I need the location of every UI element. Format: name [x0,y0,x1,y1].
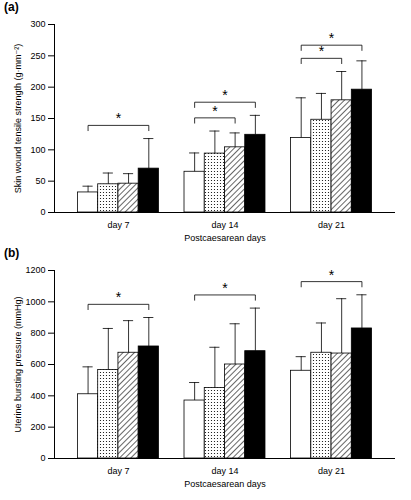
svg-text:100: 100 [30,145,45,155]
svg-text:Postcaesarean days: Postcaesarean days [184,233,266,243]
svg-text:*: * [329,30,335,46]
svg-text:day 21: day 21 [318,466,345,476]
svg-text:0: 0 [40,453,45,463]
svg-text:day 7: day 7 [107,220,129,230]
svg-text:day 14: day 14 [211,466,238,476]
svg-text:Skin wound tensile strength (g: Skin wound tensile strength (g·mm⁻²) [13,44,23,193]
svg-text:1200: 1200 [25,265,45,275]
svg-text:800: 800 [30,328,45,338]
svg-text:day 14: day 14 [211,220,238,230]
svg-text:Uterine bursting pressure (mmH: Uterine bursting pressure (mmHg) [13,296,23,432]
svg-text:day 7: day 7 [107,466,129,476]
svg-text:*: * [222,87,228,103]
svg-text:Postcaesarean days: Postcaesarean days [184,479,266,489]
svg-text:*: * [212,103,218,119]
svg-text:400: 400 [30,391,45,401]
svg-text:50: 50 [35,176,45,186]
svg-text:200: 200 [30,82,45,92]
svg-text:150: 150 [30,113,45,123]
svg-text:600: 600 [30,359,45,369]
svg-text:*: * [222,280,228,296]
svg-text:day 21: day 21 [318,220,345,230]
svg-text:1000: 1000 [25,297,45,307]
svg-text:*: * [116,289,122,305]
html-text:(a): (a) [4,0,19,14]
svg-text:*: * [116,110,122,126]
svg-text:300: 300 [30,19,45,29]
svg-text:*: * [319,43,325,59]
svg-text:200: 200 [30,422,45,432]
svg-text:0: 0 [40,207,45,217]
svg-text:250: 250 [30,51,45,61]
html-text:(b): (b) [4,246,20,260]
svg-text:*: * [329,267,335,283]
